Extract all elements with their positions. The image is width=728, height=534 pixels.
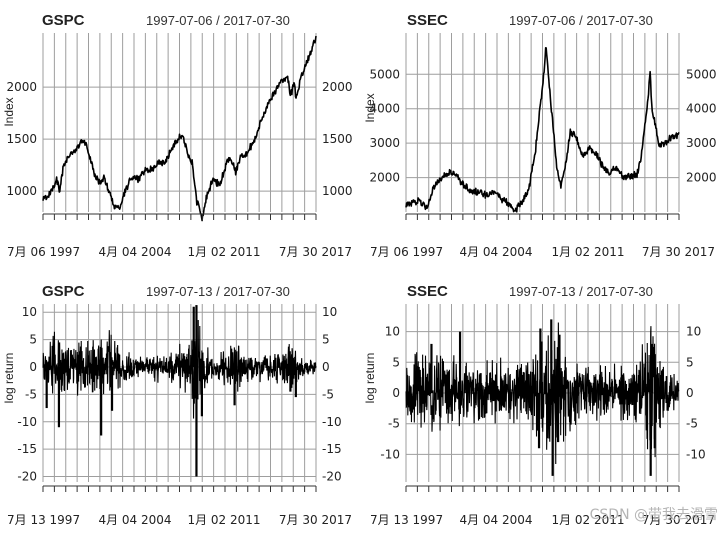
x-tick-labels: 7月 13 1997 4月 04 2004 1月 02 2011 7月 30 2017 [7,513,352,527]
y-axis-label: Index [363,93,377,122]
y-tick-label-left: 10 [385,325,400,339]
y-tick-label-right: -10 [322,415,342,429]
x-tick-labels: 7月 13 1997 4月 04 2004 1月 02 2011 7月 30 2017 [370,513,715,527]
y-tick-label-left: 10 [22,305,37,319]
y-tick-label-left: 1500 [6,132,37,146]
x-tick-label: 4月 04 2004 [459,245,532,259]
y-axis-label: Index [2,97,16,126]
y-tick-label-right: 0 [686,386,694,400]
y-tick-label-right: 2000 [686,171,717,185]
y-tick-label-right: 1500 [322,132,353,146]
y-tick-label-left: -5 [388,417,400,431]
series-line-GSPC [42,35,317,222]
y-tick-label-left: 5000 [369,67,400,81]
y-tick-label-right: 0 [322,360,330,374]
x-tick-label: 1月 02 2011 [187,513,260,527]
y-tick-label-left: 2000 [369,171,400,185]
y-tick-label-right: 2000 [322,80,353,94]
y-tick-label-left: 0 [29,360,37,374]
y-tick-label-right: 10 [322,305,337,319]
date-range: 1997-07-06 / 2017-07-30 [509,13,653,28]
series [405,319,680,476]
watermark: CSDN @带我去滑雪 [590,506,718,523]
y-ticks-right: 1000 1500 2000 [322,80,353,198]
y-tick-label-right: -5 [322,387,334,401]
grid [405,33,680,212]
y-ticks-left: 1000 1500 2000 [6,80,37,198]
x-tick-label: 1月 02 2011 [551,245,624,259]
y-ticks-left: -20 -15 -10 -5 0 5 10 [17,305,37,483]
x-tick-label: 7月 30 2017 [642,245,715,259]
x-tick-label: 1月 02 2011 [187,245,260,259]
y-tick-label-right: -20 [322,470,342,484]
x-tick-label: 1月 02 2011 [551,513,624,527]
x-tick-label: 4月 04 2004 [459,513,532,527]
x-tick-label: 7月 06 1997 [370,245,443,259]
panel-gspc-return: GSPC 1997-07-13 / 2017-07-30 log return … [2,283,352,527]
y-tick-label-left: 0 [392,386,400,400]
chart-title: SSEC [407,12,448,29]
x-tick-label: 7月 30 2017 [279,245,352,259]
grid [42,304,317,482]
x-axis [405,213,680,220]
y-tick-label-right: -5 [686,417,698,431]
y-tick-label-left: -10 [17,415,37,429]
y-tick-label-left: 5 [29,333,37,347]
panel-ssec-return: SSEC 1997-07-13 / 2017-07-30 log return … [363,283,715,527]
grid [42,33,317,212]
panel-gspc-price: GSPC 1997-07-06 / 2017-07-30 Index 10001… [2,12,353,259]
x-tick-label: 4月 04 2004 [98,513,171,527]
y-tick-label-right: -15 [322,442,342,456]
chart-title: SSEC [407,283,448,300]
series [42,35,317,222]
y-tick-label-left: 1000 [6,184,37,198]
y-ticks-right: -10 -5 0 5 10 [686,325,706,462]
date-range: 1997-07-13 / 2017-07-30 [146,284,290,299]
y-axis-label: log return [2,353,16,404]
x-tick-label: 7月 30 2017 [279,513,352,527]
series [405,47,680,213]
y-tick-label-right: 1000 [322,184,353,198]
y-ticks-left: -10 -5 0 5 10 [380,325,400,462]
x-tick-label: 4月 04 2004 [98,245,171,259]
y-tick-label-right: 3000 [686,136,717,150]
y-tick-label-right: 4000 [686,102,717,116]
x-axis [405,485,680,492]
y-tick-label-left: -5 [25,387,37,401]
chart-title: GSPC [42,12,85,29]
y-tick-label-left: 3000 [369,136,400,150]
series-line-returns [405,322,680,464]
date-range: 1997-07-06 / 2017-07-30 [146,13,290,28]
series-line-SSEC [405,47,680,213]
y-tick-label-right: 10 [686,325,701,339]
date-range: 1997-07-13 / 2017-07-30 [509,284,653,299]
y-tick-label-right: -10 [686,447,706,461]
y-tick-label-left: 5 [392,355,400,369]
y-tick-label-right: 5 [686,355,694,369]
y-tick-label-left: 2000 [6,80,37,94]
y-ticks-right: -20 -15 -10 -5 0 5 10 [322,305,342,483]
y-ticks-left: 2000 3000 4000 5000 [369,67,400,184]
x-tick-label: 7月 30 2017 [642,513,715,527]
x-tick-labels: 7月 06 1997 4月 04 2004 1月 02 2011 7月 30 2017 [370,245,715,259]
series-line-returns [42,319,317,419]
x-tick-labels: 7月 06 1997 4月 04 2004 1月 02 2011 7月 30 2017 [7,245,352,259]
y-tick-label-left: -15 [17,442,37,456]
y-tick-label-right: 5000 [686,67,717,81]
y-tick-label-left: -20 [17,470,37,484]
y-ticks-right: 2000 3000 4000 5000 [686,67,717,184]
y-axis-label: log return [363,353,377,404]
y-tick-label-left: 4000 [369,102,400,116]
x-tick-label: 7月 06 1997 [7,245,80,259]
x-axis [42,213,317,220]
x-tick-label: 7月 13 1997 [370,513,443,527]
y-tick-label-right: 5 [322,333,330,347]
y-tick-label-left: -10 [380,447,400,461]
x-tick-label: 7月 13 1997 [7,513,80,527]
panel-ssec-price: SSEC 1997-07-06 / 2017-07-30 Index 2000 3… [363,12,717,259]
chart-title: GSPC [42,283,85,300]
series [42,305,317,477]
x-axis [42,485,317,492]
